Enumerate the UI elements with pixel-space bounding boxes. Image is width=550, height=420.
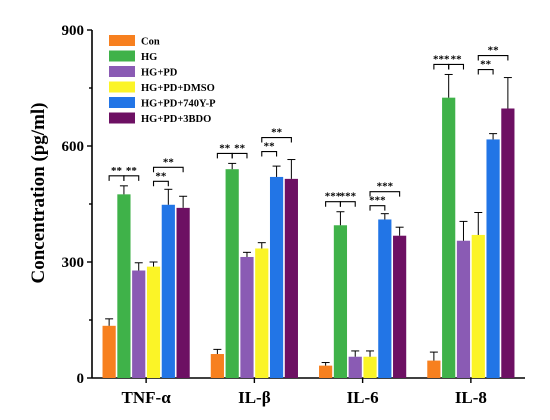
bar (284, 178, 298, 378)
significance-bracket (261, 150, 278, 157)
significance-bracket (369, 191, 401, 197)
legend-swatch (109, 66, 135, 77)
legend-label: HG (141, 52, 157, 63)
significance-bracket (261, 136, 292, 143)
significance-label: *** (377, 181, 394, 193)
significance-label: ** (111, 165, 123, 177)
legend-swatch (109, 35, 135, 46)
bar (132, 270, 146, 378)
x-tick-label: TNF-α (122, 388, 172, 407)
bar (210, 354, 224, 378)
legend-swatch (109, 81, 135, 93)
legend-swatch (109, 112, 135, 124)
significance-label: ** (480, 59, 492, 71)
bar (102, 325, 116, 378)
legend-swatch (109, 97, 135, 108)
significance-label: ** (451, 53, 463, 65)
bars-layer (102, 97, 515, 379)
significance-label: ** (163, 156, 175, 168)
bar (348, 356, 362, 378)
significance-label: *** (325, 191, 342, 203)
y-axis-title: Concentration (pg/ml) (28, 102, 49, 283)
bar (393, 235, 407, 378)
x-tick-label: IL-β (238, 388, 271, 407)
bar (501, 108, 515, 378)
significance-label: ** (271, 127, 283, 139)
y-tick-label: 900 (62, 23, 85, 39)
significance-label: ** (488, 45, 500, 57)
significance-bracket (152, 180, 169, 187)
significance-label: *** (433, 53, 450, 65)
bar (471, 234, 485, 378)
significance-label: *** (340, 191, 357, 203)
bar (378, 219, 392, 378)
legend-label: HG+PD (141, 68, 178, 79)
significance-label: ** (155, 170, 167, 182)
x-tick-label: IL-6 (347, 388, 379, 407)
y-tick-label: 0 (77, 371, 85, 387)
legend-label: HG+PD+3BDO (141, 114, 211, 125)
bar (255, 248, 269, 378)
legend: Con HG HG+PD HG+PD+DMSO HG+PD+740Y-P HG+PD+3B… (109, 35, 216, 125)
significance-bracket (339, 201, 356, 207)
bar (319, 365, 333, 378)
legend-label: HG+PD+DMSO (141, 83, 215, 94)
significance-bracket (123, 175, 140, 181)
bar (161, 204, 175, 378)
legend-label: Con (141, 37, 160, 48)
significance-bracket (152, 166, 184, 173)
legend-swatch (109, 50, 135, 62)
error-bars-layer (105, 73, 512, 366)
significance-bracket (477, 55, 509, 61)
bar (240, 256, 254, 378)
y-tick-label: 300 (62, 255, 85, 271)
significance-bracket (477, 69, 494, 75)
y-tick-label: 600 (62, 139, 85, 155)
bar (176, 207, 190, 378)
significance-label: *** (369, 195, 386, 207)
bar (486, 139, 500, 378)
significance-label: ** (264, 141, 276, 153)
bar (117, 194, 131, 378)
bar (363, 356, 377, 378)
bar (225, 169, 239, 378)
x-tick-label: IL-8 (455, 388, 487, 407)
significance-bracket (231, 152, 248, 159)
significance-bracket (369, 205, 386, 211)
bar (333, 225, 348, 378)
bar (146, 266, 161, 378)
bar (442, 97, 456, 379)
significance-label: ** (234, 142, 246, 154)
bar (427, 360, 441, 378)
significance-bracket (448, 63, 465, 70)
significance-label: ** (219, 142, 231, 154)
significance-layer: ** ** ****** ** ********** ********* ** **** (108, 45, 509, 211)
significance-label: ** (126, 165, 138, 177)
bar (456, 240, 471, 378)
bar (269, 176, 284, 378)
legend-label: HG+PD+740Y-P (141, 99, 216, 110)
